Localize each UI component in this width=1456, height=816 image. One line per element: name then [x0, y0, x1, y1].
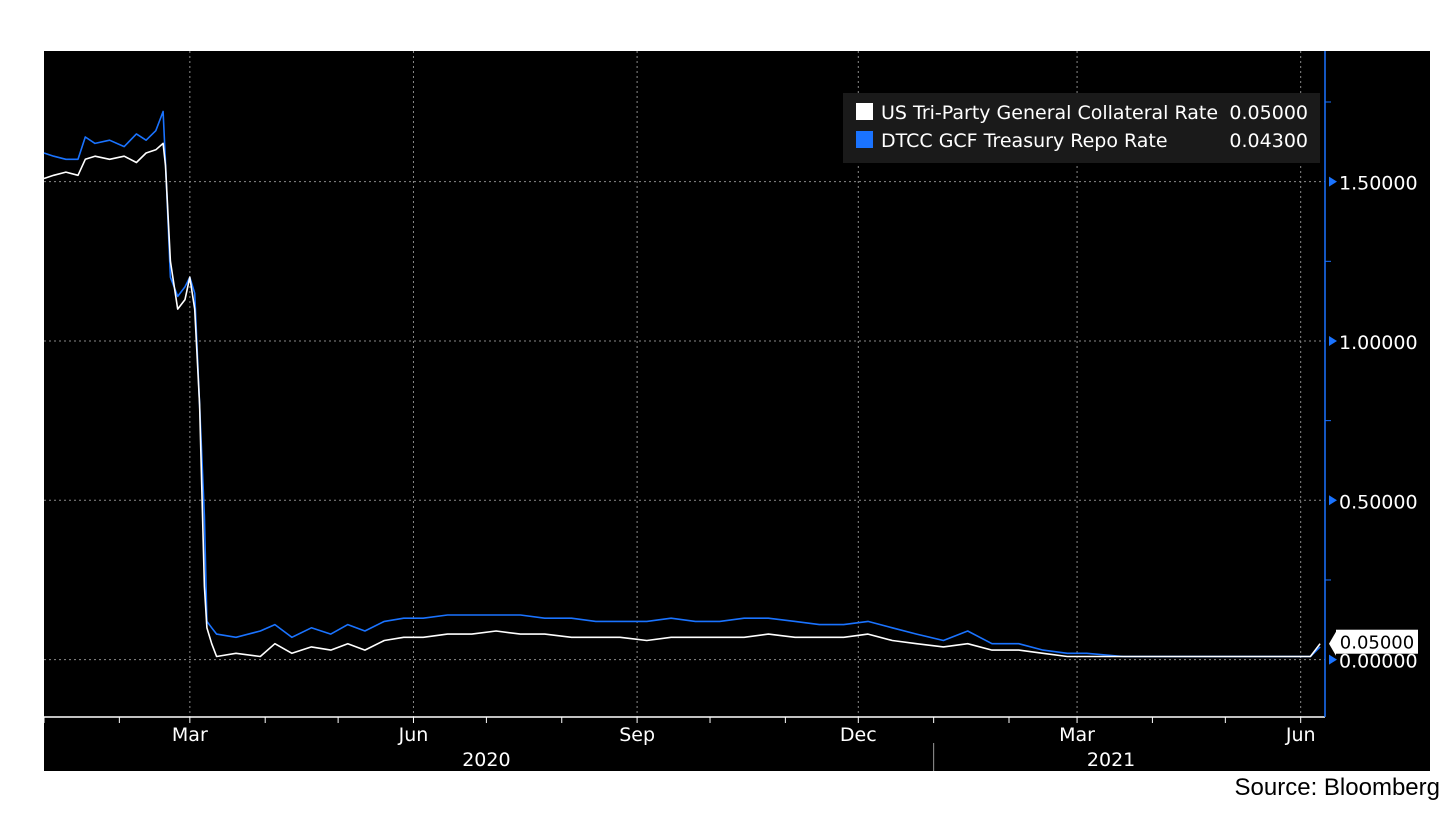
series — [43, 110, 1321, 658]
x-tick-label: Dec — [840, 724, 877, 746]
series-line — [43, 110, 1321, 658]
y-tick-label: 0.00000 — [1339, 651, 1418, 673]
legend-series-value: 0.05000 — [1229, 102, 1308, 124]
legend-series-name: DTCC GCF Treasury Repo Rate — [881, 130, 1168, 152]
y-tick-label: 0.50000 — [1339, 491, 1418, 513]
x-tick-label: Mar — [172, 724, 208, 746]
x-tick-label: Mar — [1059, 724, 1095, 746]
x-tick-label: Jun — [398, 724, 429, 746]
axes: 0.00000 0.50000 1.00000 1.50000 Mar Jun Sep Dec… — [43, 51, 1418, 771]
year-label: 2020 — [462, 749, 510, 771]
y-tick-marker — [1329, 654, 1337, 665]
legend-series-value: 0.04300 — [1229, 130, 1308, 152]
source-note: Source: Bloomberg — [1234, 774, 1440, 801]
y-tick-marker — [1329, 176, 1337, 187]
y-tick-marker — [1329, 335, 1337, 346]
legend-series-name: US Tri-Party General Collateral Rate — [881, 102, 1218, 124]
last-value-label: 0.05000 — [1340, 633, 1414, 654]
series-line — [43, 142, 1321, 658]
legend[interactable]: US Tri-Party General Collateral Rate 0.05… — [843, 93, 1320, 163]
legend-swatch — [856, 103, 873, 120]
last-value-pointer — [1329, 631, 1336, 656]
y-tick-label: 1.00000 — [1339, 332, 1418, 354]
last-value-tag — [1336, 629, 1418, 654]
y-tick-marker — [1329, 495, 1337, 506]
y-tick-label: 1.50000 — [1339, 173, 1418, 195]
chart-background — [44, 51, 1430, 771]
x-tick-label: Sep — [619, 724, 655, 746]
legend-swatch — [856, 131, 873, 148]
x-tick-label: Jun — [1285, 724, 1316, 746]
legend-box — [843, 93, 1320, 163]
year-label: 2021 — [1087, 749, 1135, 771]
